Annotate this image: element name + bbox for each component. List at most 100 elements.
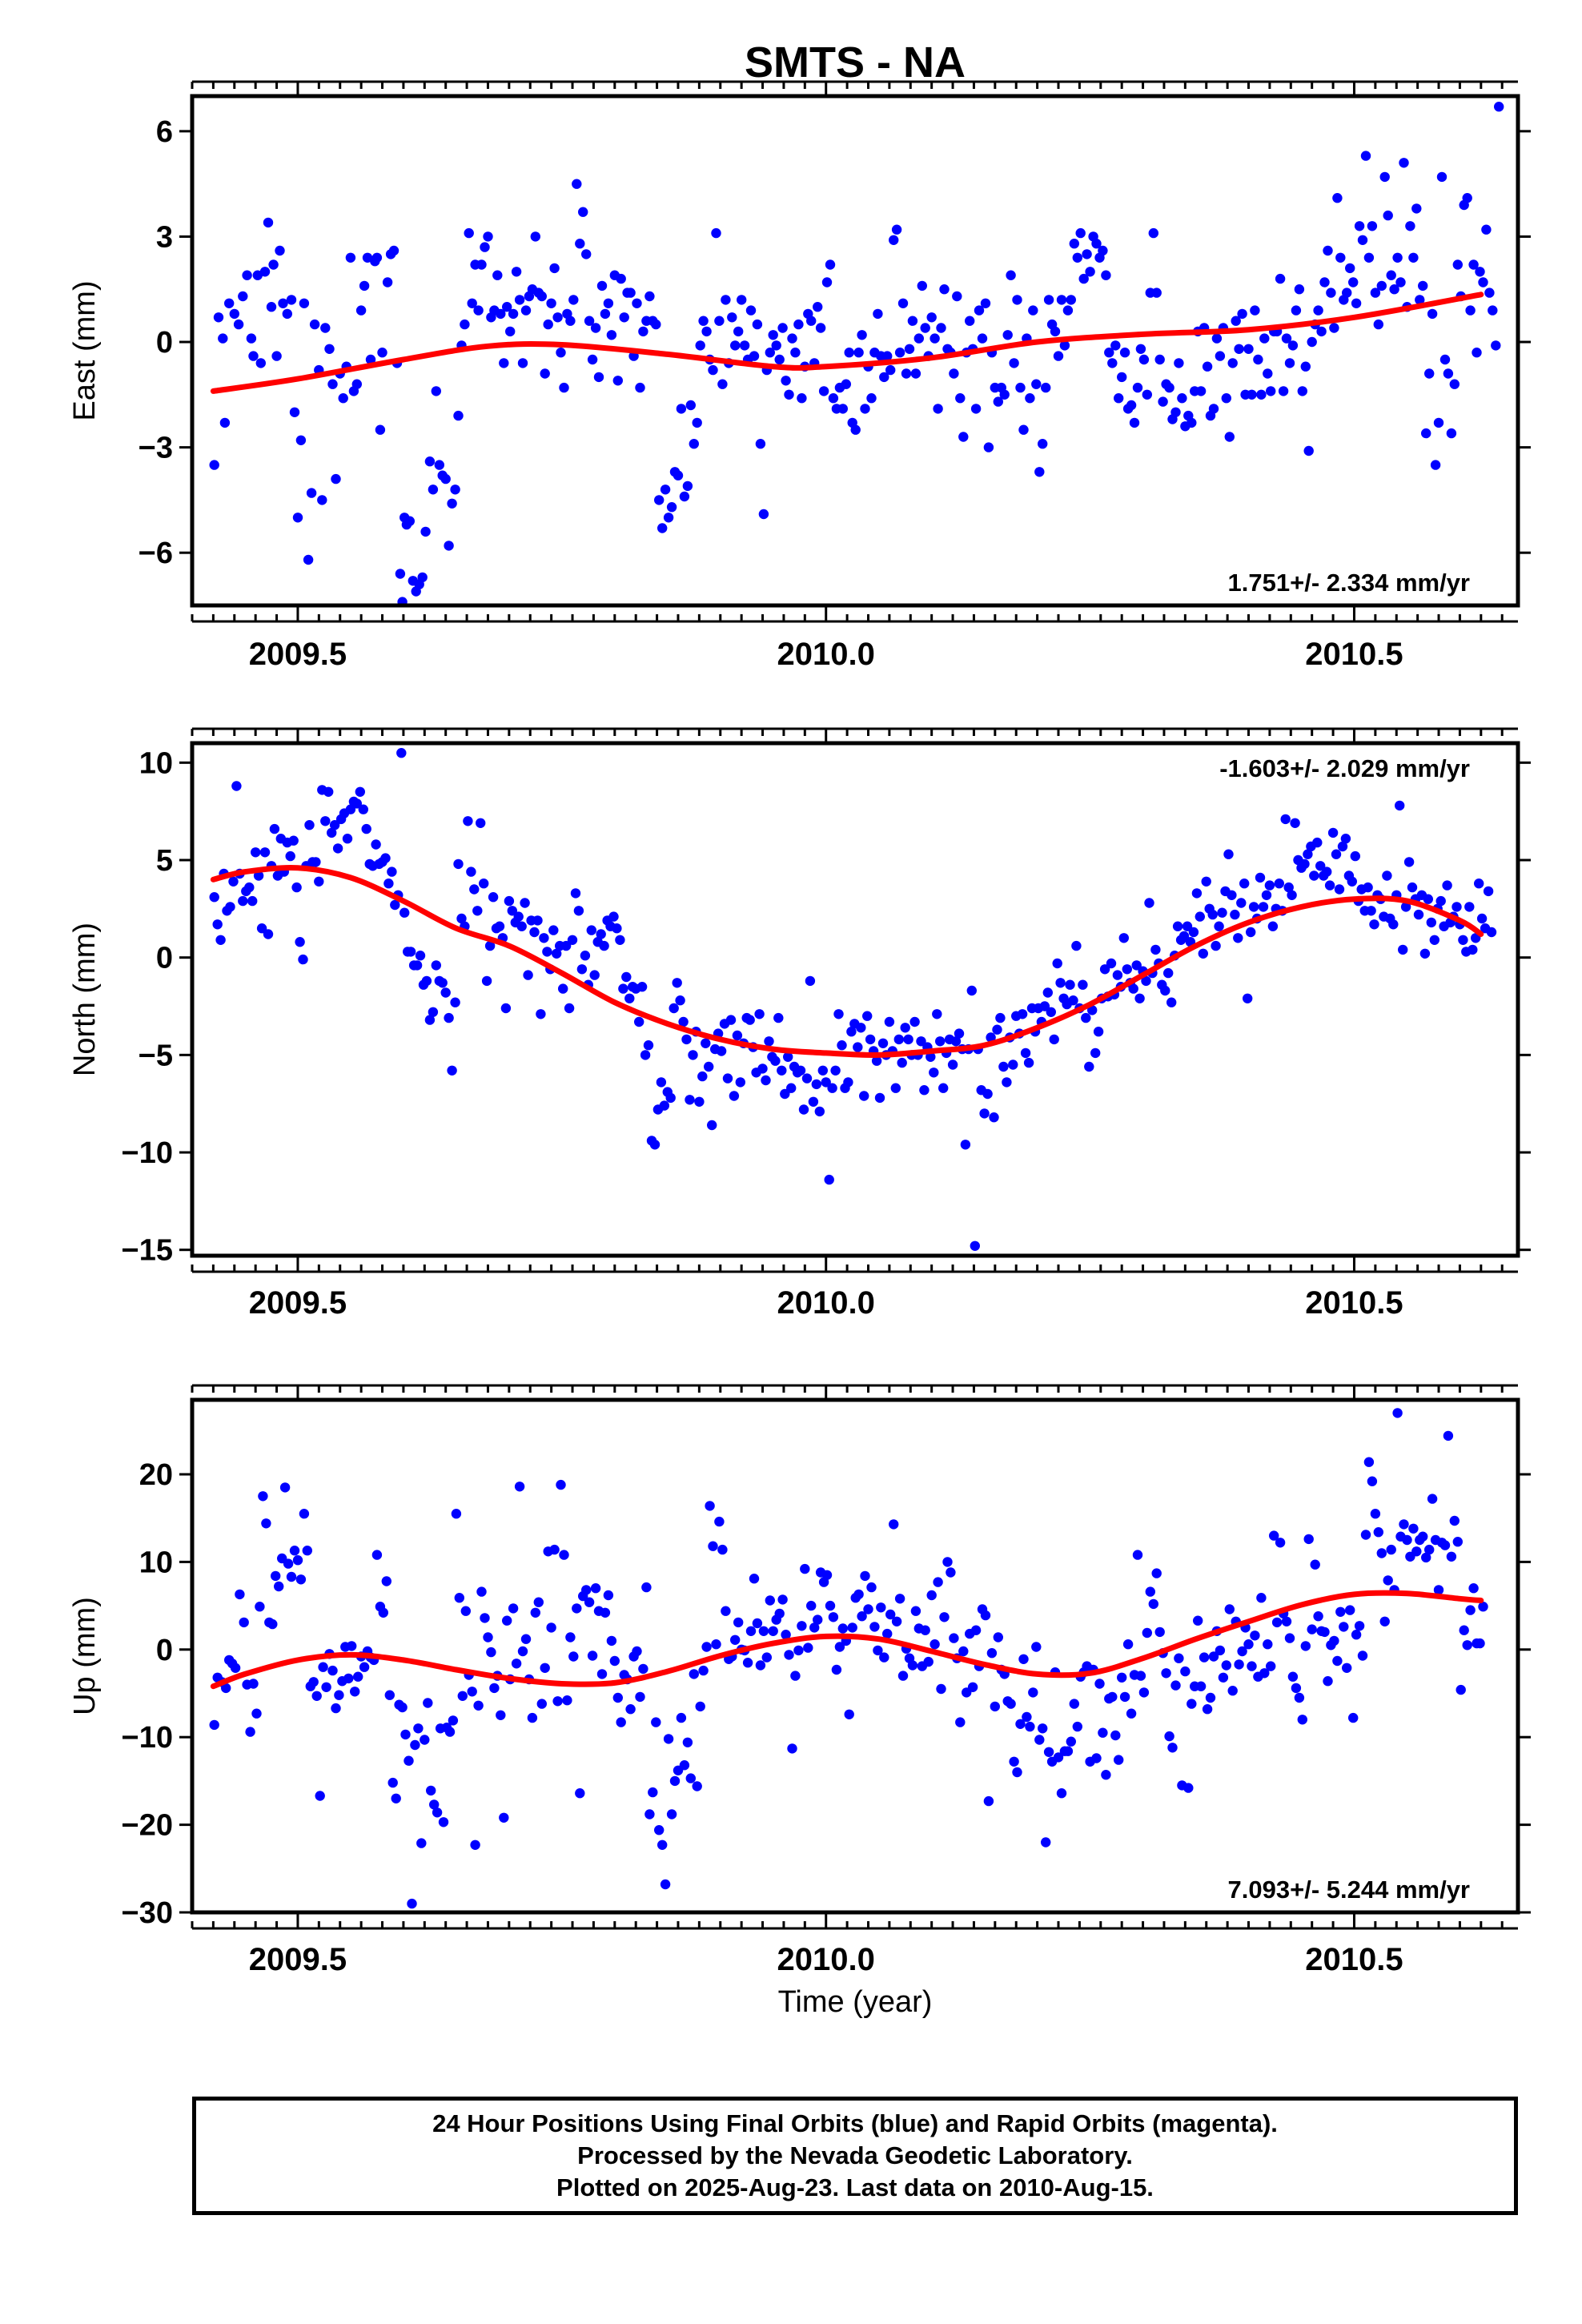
data-point [590, 323, 601, 333]
data-point [920, 323, 930, 333]
data-point [1062, 305, 1074, 316]
data-point [1494, 102, 1504, 112]
data-point [242, 270, 252, 280]
data-point [225, 902, 235, 912]
data-point [565, 316, 576, 326]
data-point [932, 1009, 942, 1019]
data-point [238, 291, 248, 302]
data-point [625, 1704, 636, 1715]
data-point [897, 1671, 909, 1681]
data-point [1389, 284, 1399, 295]
data-point [434, 460, 444, 470]
data-point [1117, 372, 1127, 383]
data-point [853, 348, 864, 358]
data-point [910, 1606, 921, 1616]
data-point [1324, 880, 1335, 891]
data-point [1484, 287, 1495, 298]
data-point [1291, 1683, 1302, 1694]
data-point [717, 1544, 728, 1555]
data-point [463, 816, 473, 826]
data-point [813, 302, 823, 312]
data-point [732, 1030, 743, 1041]
data-point [1310, 1559, 1320, 1570]
data-point [587, 1651, 598, 1661]
data-point [970, 404, 982, 414]
data-point [248, 351, 259, 361]
data-point [1491, 340, 1501, 351]
data-point [1426, 917, 1437, 928]
data-point [612, 923, 622, 934]
data-point [1256, 389, 1267, 400]
data-point [496, 1710, 506, 1720]
data-point [1015, 382, 1026, 393]
data-point [698, 316, 709, 326]
data-point [1247, 1661, 1257, 1671]
data-point [1266, 1661, 1276, 1671]
data-point [663, 513, 674, 523]
data-point [1104, 348, 1114, 358]
data-point [1055, 978, 1066, 988]
data-point [540, 368, 550, 379]
data-point [1138, 1687, 1150, 1698]
data-point [444, 1012, 454, 1023]
data-point [1101, 270, 1111, 280]
data-point [1348, 1712, 1359, 1723]
data-point [1294, 1692, 1305, 1703]
data-point [549, 1544, 560, 1555]
data-point [327, 1665, 338, 1676]
data-point [1041, 1837, 1051, 1848]
data-point [705, 1501, 715, 1511]
data-point [546, 298, 556, 308]
data-point [1297, 1715, 1308, 1725]
data-point [552, 948, 562, 959]
data-point [666, 502, 677, 513]
data-point [1243, 344, 1254, 354]
data-point [1427, 1494, 1438, 1504]
data-point [351, 379, 362, 389]
data-point [644, 291, 655, 302]
data-point [784, 1650, 794, 1660]
data-point [282, 308, 292, 320]
data-point [1186, 417, 1197, 428]
data-point [500, 1003, 512, 1014]
data-point [552, 1696, 563, 1707]
data-point [274, 1581, 284, 1592]
data-point [467, 1687, 477, 1697]
data-point [1150, 944, 1161, 955]
data-point [954, 1028, 965, 1039]
data-point [1287, 340, 1299, 351]
data-point [1218, 1672, 1229, 1683]
data-point [1227, 358, 1238, 368]
data-point [729, 1091, 740, 1101]
data-point [1488, 305, 1498, 316]
data-point [552, 312, 563, 323]
data-point [1141, 975, 1151, 987]
data-point [1264, 880, 1275, 891]
data-point [697, 1071, 708, 1082]
data-point [304, 819, 315, 830]
data-point [567, 935, 578, 946]
data-point [672, 978, 682, 988]
data-point [295, 1574, 307, 1585]
data-point [1274, 879, 1285, 889]
data-point [472, 906, 483, 916]
data-point [1446, 428, 1457, 439]
data-point [643, 1040, 654, 1051]
data-point [764, 1036, 774, 1047]
data-point [936, 1683, 946, 1695]
data-point [733, 1617, 744, 1628]
data-point [1224, 1604, 1235, 1614]
data-point [1367, 221, 1378, 231]
data-point [879, 1652, 889, 1663]
data-point [332, 843, 343, 854]
data-point [1170, 407, 1181, 417]
data-point [596, 1669, 608, 1679]
data-point [413, 1723, 424, 1734]
data-point [781, 1630, 791, 1640]
data-point [765, 1595, 775, 1606]
data-point [938, 1083, 949, 1093]
data-point [1201, 876, 1211, 887]
data-point [1398, 944, 1408, 955]
data-point [1170, 1680, 1181, 1691]
data-point [536, 1699, 547, 1709]
